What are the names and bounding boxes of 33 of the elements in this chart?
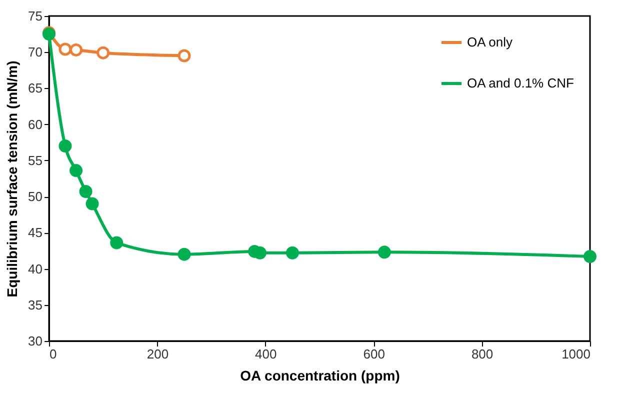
y-tick-label: 35 — [28, 297, 42, 312]
y-tick-label: 55 — [28, 152, 42, 168]
point — [79, 185, 92, 198]
point — [58, 140, 72, 152]
x-tick-label: 1000 — [562, 346, 590, 362]
x-axis-title: OA concentration (ppm) — [240, 368, 400, 384]
point — [70, 164, 83, 178]
point — [584, 250, 596, 263]
x-tick-label: 0 — [50, 346, 57, 362]
point — [178, 49, 191, 62]
y-tick-label: 75 — [28, 8, 42, 24]
y-tick-label: 40 — [28, 261, 42, 276]
point — [110, 236, 124, 250]
point — [86, 197, 99, 210]
y-axis-title: Equilibrium surface tension (mN/m) — [4, 60, 20, 298]
y-tick-label: 65 — [28, 80, 42, 96]
point — [70, 43, 83, 56]
x-tick-label: 200 — [146, 346, 169, 362]
x-tick-label: 800 — [471, 346, 494, 362]
x-tick-label: 400 — [255, 346, 277, 362]
point — [58, 42, 72, 56]
legend-label: OA only — [467, 34, 514, 50]
legend-label: OA and 0.1% CNF — [467, 76, 574, 90]
y-tick-label: 50 — [28, 189, 42, 204]
point — [96, 46, 110, 60]
point — [286, 246, 299, 260]
point — [378, 246, 391, 259]
y-tick-label: 60 — [28, 116, 42, 132]
point — [178, 248, 191, 261]
x-tick-label: 600 — [363, 346, 385, 362]
y-tick-label: 70 — [28, 44, 42, 60]
y-tick-label: 45 — [28, 225, 42, 240]
y-tick-label: 30 — [28, 334, 42, 348]
